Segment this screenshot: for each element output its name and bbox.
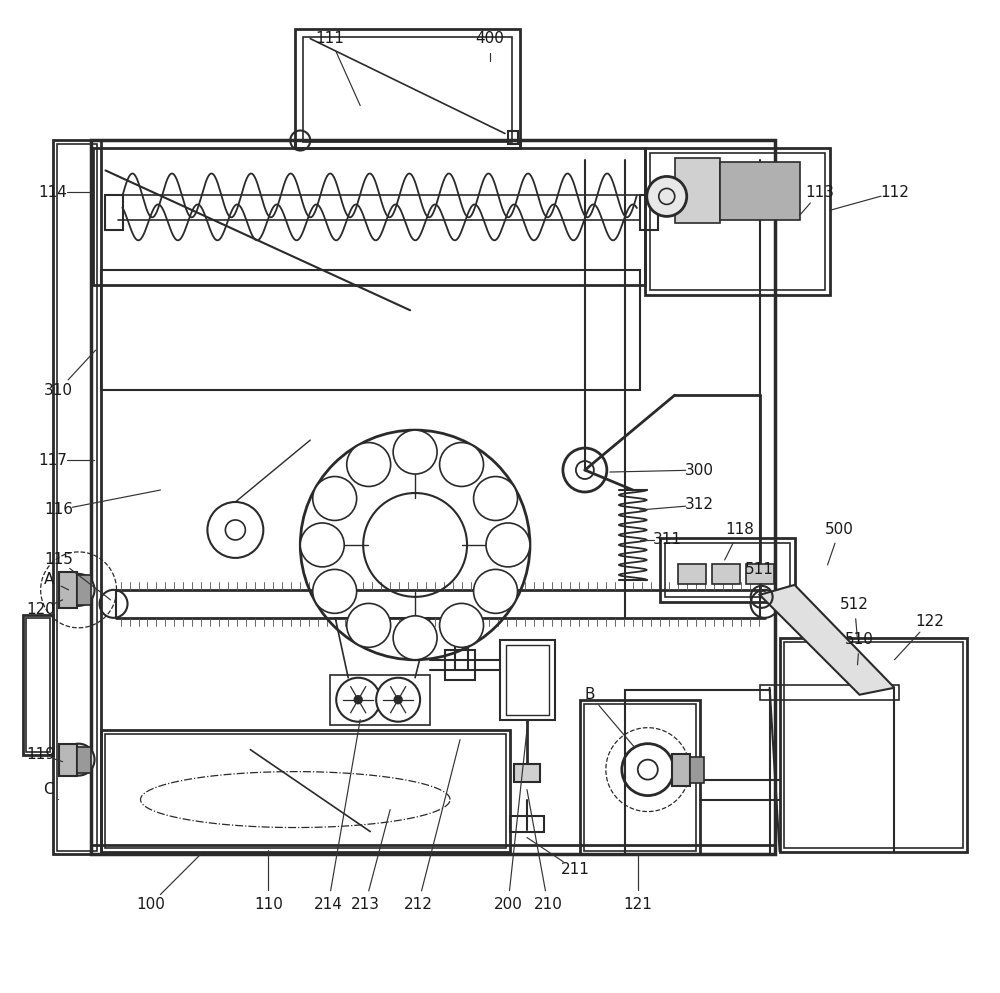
Circle shape [313,569,357,614]
Text: 312: 312 [685,497,714,512]
Text: 114: 114 [38,185,67,200]
Bar [500,639,555,720]
Circle shape [474,569,518,614]
Circle shape [486,523,530,567]
Text: 200: 200 [494,897,522,912]
Bar [57,145,97,850]
Bar [59,572,77,608]
Text: 119: 119 [26,747,55,763]
Text: 310: 310 [44,382,73,397]
Text: 118: 118 [725,522,754,537]
Bar [506,644,549,715]
Text: 116: 116 [44,502,73,517]
Circle shape [394,696,402,704]
Circle shape [63,744,95,776]
Bar [584,704,696,850]
Bar [508,130,518,145]
Bar [59,744,77,776]
Bar [675,159,720,223]
Text: 112: 112 [880,185,909,200]
Circle shape [474,477,518,520]
Text: C: C [43,782,54,797]
Circle shape [347,604,391,647]
Circle shape [440,443,484,487]
Bar [625,690,770,855]
Circle shape [440,604,484,647]
Text: 100: 100 [136,897,165,912]
Bar [445,649,475,680]
Text: 113: 113 [805,185,834,200]
Text: B: B [585,687,595,702]
Circle shape [393,616,437,659]
Bar [77,747,91,773]
Bar [77,575,91,605]
Text: 210: 210 [533,897,562,912]
Circle shape [63,574,95,606]
Bar [640,196,658,230]
Bar [746,564,774,584]
Text: 214: 214 [314,897,343,912]
Text: 120: 120 [26,603,55,618]
Text: 115: 115 [44,552,73,567]
Bar [665,543,790,597]
Bar [678,564,706,584]
Bar [53,140,101,855]
Text: 510: 510 [845,633,874,647]
Text: 122: 122 [915,615,944,630]
Bar [303,37,512,143]
Bar [26,618,50,752]
Bar [514,764,540,781]
Bar [660,538,795,602]
Polygon shape [760,585,894,695]
Bar [101,730,510,852]
Bar [720,163,800,220]
Bar [645,149,830,295]
Bar [295,29,520,149]
Bar [105,734,506,847]
Text: 212: 212 [404,897,433,912]
Bar [23,615,53,755]
Text: 111: 111 [316,31,345,46]
Bar [105,196,123,230]
Bar [330,675,430,725]
Bar [93,149,645,285]
Bar [101,270,640,390]
Circle shape [300,523,344,567]
Bar [510,815,544,831]
Bar [650,154,825,290]
Circle shape [347,443,391,487]
Text: 500: 500 [825,522,854,537]
Circle shape [336,678,380,722]
Text: 213: 213 [351,897,380,912]
Circle shape [354,696,362,704]
Text: A: A [43,572,54,588]
Bar [712,564,740,584]
Bar [784,641,963,847]
Bar [760,685,899,700]
Circle shape [376,678,420,722]
Circle shape [647,177,687,216]
Text: 400: 400 [476,31,504,46]
Text: 121: 121 [623,897,652,912]
Bar [780,638,967,852]
Text: 117: 117 [38,453,67,468]
Text: 511: 511 [745,562,774,577]
Bar [672,754,690,785]
Text: 110: 110 [254,897,283,912]
Text: 512: 512 [840,598,869,613]
Text: 300: 300 [685,463,714,478]
Bar [91,140,775,855]
Bar [580,700,700,855]
Circle shape [393,430,437,474]
Text: 211: 211 [560,862,589,877]
Text: 311: 311 [653,532,682,547]
Circle shape [313,477,357,520]
Bar [690,757,704,782]
